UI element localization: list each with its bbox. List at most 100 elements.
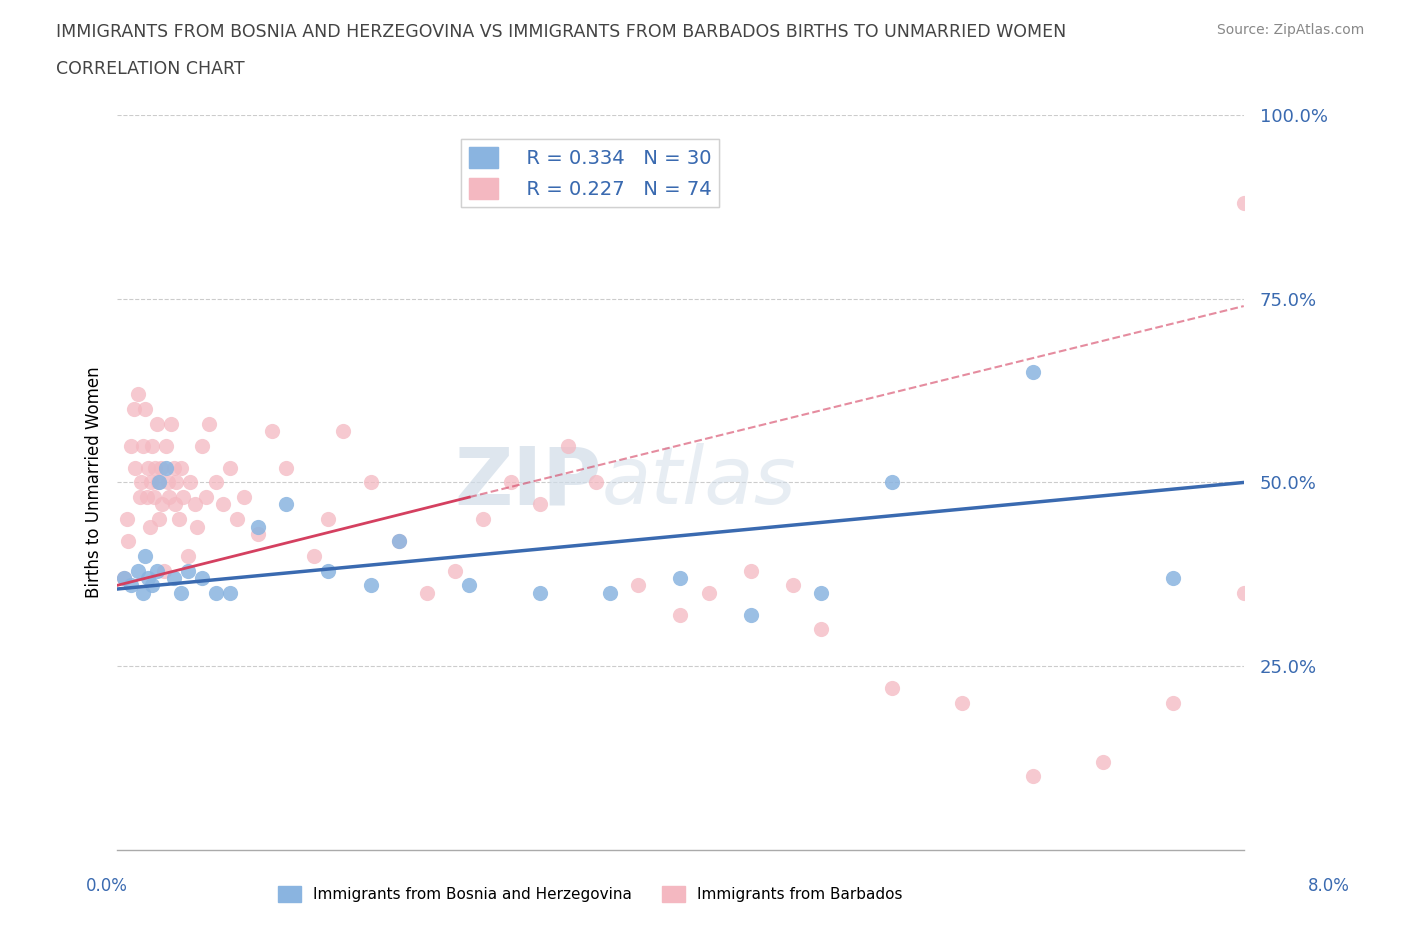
Point bbox=[472, 512, 495, 526]
Point bbox=[135, 490, 157, 505]
Point bbox=[131, 438, 153, 453]
Point bbox=[159, 417, 181, 432]
Point bbox=[145, 564, 167, 578]
Point bbox=[585, 475, 607, 490]
Point bbox=[183, 497, 205, 512]
Point bbox=[225, 512, 247, 526]
Point bbox=[157, 490, 180, 505]
Point bbox=[204, 475, 226, 490]
Point bbox=[1021, 365, 1043, 379]
Point bbox=[276, 497, 298, 512]
Point bbox=[179, 475, 201, 490]
Point bbox=[950, 696, 973, 711]
Point bbox=[127, 564, 149, 578]
Point bbox=[1021, 769, 1043, 784]
Point bbox=[115, 512, 138, 526]
Point bbox=[149, 460, 172, 475]
Point bbox=[218, 585, 240, 600]
Point bbox=[163, 497, 186, 512]
Text: ZIP: ZIP bbox=[454, 444, 602, 522]
Point bbox=[167, 512, 190, 526]
Point bbox=[318, 564, 340, 578]
Point bbox=[155, 438, 177, 453]
Point bbox=[557, 438, 579, 453]
Point bbox=[148, 475, 170, 490]
Point bbox=[127, 387, 149, 402]
Point bbox=[145, 417, 167, 432]
Point bbox=[128, 490, 150, 505]
Point bbox=[388, 534, 411, 549]
Point bbox=[318, 512, 340, 526]
Point bbox=[194, 490, 217, 505]
Point bbox=[134, 549, 156, 564]
Point bbox=[304, 549, 326, 564]
Point bbox=[599, 585, 621, 600]
Point bbox=[332, 423, 354, 438]
Point bbox=[1233, 585, 1256, 600]
Point bbox=[740, 564, 762, 578]
Point bbox=[138, 519, 160, 534]
Y-axis label: Births to Unmarried Women: Births to Unmarried Women bbox=[86, 366, 103, 598]
Point bbox=[190, 570, 212, 585]
Point bbox=[134, 402, 156, 417]
Point bbox=[112, 570, 135, 585]
Point bbox=[782, 578, 804, 592]
Point bbox=[810, 622, 832, 637]
Point bbox=[156, 475, 179, 490]
Point bbox=[211, 497, 233, 512]
Text: Source: ZipAtlas.com: Source: ZipAtlas.com bbox=[1216, 23, 1364, 37]
Point bbox=[880, 681, 903, 696]
Point bbox=[697, 585, 720, 600]
Point bbox=[247, 526, 270, 541]
Point bbox=[247, 519, 270, 534]
Point bbox=[1163, 570, 1185, 585]
Point bbox=[122, 402, 145, 417]
Point bbox=[218, 460, 240, 475]
Point bbox=[416, 585, 439, 600]
Point bbox=[501, 475, 523, 490]
Point bbox=[262, 423, 284, 438]
Point bbox=[529, 497, 551, 512]
Point bbox=[360, 475, 382, 490]
Text: 8.0%: 8.0% bbox=[1308, 877, 1350, 895]
Point bbox=[150, 497, 173, 512]
Point bbox=[388, 534, 411, 549]
Legend:   R = 0.334   N = 30,   R = 0.227   N = 74: R = 0.334 N = 30, R = 0.227 N = 74 bbox=[461, 140, 720, 207]
Point bbox=[162, 570, 184, 585]
Point bbox=[141, 438, 163, 453]
Point bbox=[458, 578, 481, 592]
Point bbox=[740, 607, 762, 622]
Point bbox=[444, 564, 467, 578]
Point bbox=[186, 519, 208, 534]
Point bbox=[162, 460, 184, 475]
Point bbox=[204, 585, 226, 600]
Point bbox=[136, 570, 159, 585]
Point bbox=[529, 585, 551, 600]
Point bbox=[232, 490, 254, 505]
Point bbox=[669, 570, 692, 585]
Point bbox=[129, 475, 152, 490]
Point bbox=[176, 564, 198, 578]
Point bbox=[360, 578, 382, 592]
Point bbox=[120, 438, 142, 453]
Point bbox=[190, 438, 212, 453]
Point bbox=[169, 460, 191, 475]
Point bbox=[276, 460, 298, 475]
Text: 0.0%: 0.0% bbox=[86, 877, 128, 895]
Point bbox=[117, 534, 139, 549]
Point bbox=[176, 549, 198, 564]
Point bbox=[155, 460, 177, 475]
Point bbox=[112, 570, 135, 585]
Point bbox=[169, 585, 191, 600]
Point bbox=[142, 490, 165, 505]
Point bbox=[627, 578, 650, 592]
Point bbox=[880, 475, 903, 490]
Point bbox=[172, 490, 194, 505]
Text: CORRELATION CHART: CORRELATION CHART bbox=[56, 60, 245, 78]
Point bbox=[120, 578, 142, 592]
Point bbox=[148, 512, 170, 526]
Point bbox=[165, 475, 187, 490]
Point bbox=[143, 460, 166, 475]
Point bbox=[124, 460, 146, 475]
Point bbox=[197, 417, 219, 432]
